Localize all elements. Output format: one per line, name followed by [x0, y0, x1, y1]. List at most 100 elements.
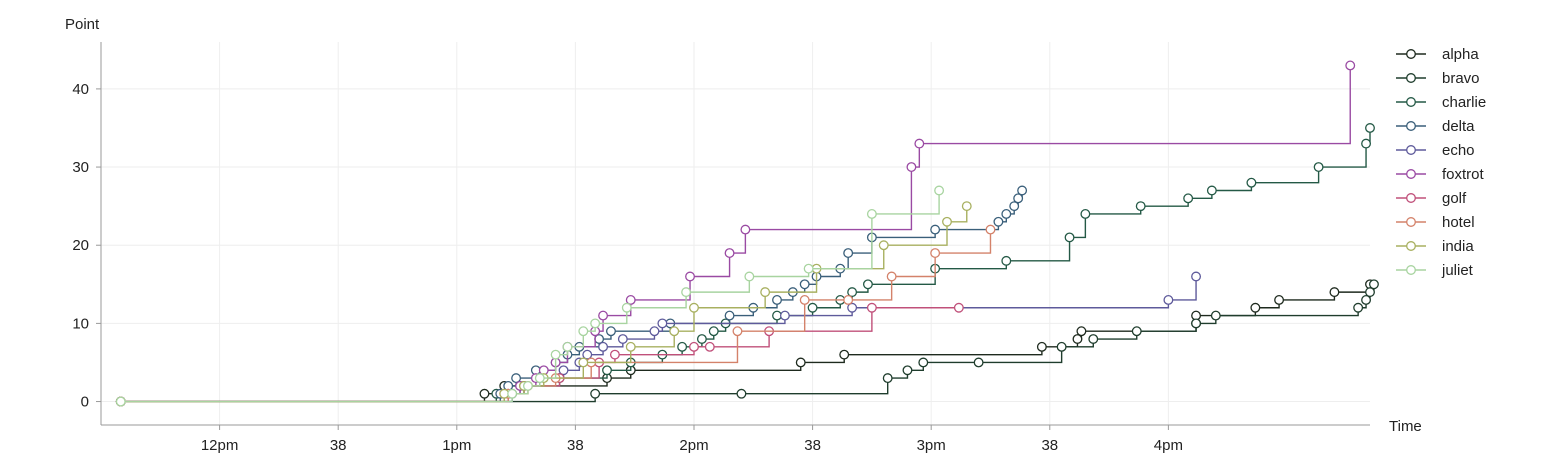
data-point-hotel — [886, 271, 897, 282]
data-point-bravo — [918, 357, 929, 368]
series-bravo — [115, 279, 1379, 407]
data-point-juliet — [621, 302, 632, 313]
data-point-juliet — [534, 373, 545, 384]
x-axis-title: Time — [1389, 418, 1422, 435]
y-tick-label: 10 — [72, 315, 89, 332]
data-point-juliet — [507, 388, 518, 399]
series-line-charlie — [120, 127, 1371, 403]
series-alpha — [115, 279, 1375, 407]
data-point-charlie — [696, 334, 707, 344]
legend-swatch-marker — [1406, 97, 1416, 107]
data-point-delta — [772, 294, 782, 305]
x-tick-label: 4pm — [1154, 437, 1183, 454]
legend-swatch-marker — [1406, 121, 1416, 131]
data-point-india — [878, 240, 889, 251]
data-point-bravo — [1365, 287, 1375, 298]
axes — [96, 42, 1370, 430]
data-point-hotel — [930, 248, 941, 258]
data-point-foxtrot — [906, 162, 917, 173]
series-line-alpha — [120, 284, 1371, 403]
y-tick-label: 20 — [72, 237, 89, 254]
data-point-juliet — [866, 209, 877, 219]
data-point-charlie — [1246, 177, 1257, 188]
data-point-golf — [866, 302, 877, 313]
data-point-delta — [930, 224, 941, 235]
data-point-alpha — [839, 349, 850, 360]
series-juliet — [115, 185, 945, 407]
data-point-delta — [724, 310, 735, 321]
data-point-india — [942, 216, 952, 227]
data-point-echo — [657, 318, 668, 329]
data-point-charlie — [1080, 209, 1091, 219]
series-line-bravo — [120, 284, 1375, 403]
data-point-charlie — [1183, 193, 1194, 204]
legend-swatch-marker — [1406, 241, 1416, 251]
data-point-juliet — [590, 318, 601, 329]
legend-label: bravo — [1442, 70, 1480, 87]
data-point-india — [625, 341, 636, 352]
legend-item-india: india — [1396, 238, 1474, 255]
data-point-golf — [953, 302, 964, 313]
legend-item-echo: echo — [1396, 142, 1475, 159]
legend-label: foxtrot — [1442, 166, 1485, 183]
data-point-bravo — [1056, 341, 1067, 352]
legend-item-golf: golf — [1396, 190, 1467, 207]
data-point-india — [578, 357, 589, 368]
y-tick-label: 30 — [72, 159, 89, 176]
data-point-juliet — [934, 185, 945, 196]
data-point-alpha — [1072, 334, 1083, 344]
data-point-foxtrot — [625, 294, 636, 305]
legend-label: charlie — [1442, 94, 1486, 111]
series-line-echo — [120, 276, 1197, 403]
x-tick-label: 1pm — [442, 437, 471, 454]
legend-label: hotel — [1442, 214, 1475, 231]
data-point-hotel — [985, 224, 996, 235]
data-point-juliet — [562, 341, 573, 352]
data-point-golf — [689, 341, 699, 352]
data-point-india — [961, 201, 972, 212]
data-point-charlie — [1135, 201, 1146, 212]
data-point-hotel — [843, 294, 854, 305]
data-point-delta — [843, 248, 854, 258]
legend-label: juliet — [1441, 262, 1474, 279]
x-tick-label: 38 — [1041, 437, 1058, 454]
x-tick-label: 38 — [804, 437, 821, 454]
data-point-charlie — [1365, 123, 1375, 133]
data-point-juliet — [578, 326, 589, 337]
data-point-echo — [558, 365, 569, 376]
data-point-india — [689, 302, 699, 313]
data-point-charlie — [1001, 255, 1012, 266]
data-point-delta — [1017, 185, 1028, 196]
grid-lines — [101, 42, 1370, 425]
data-point-delta — [993, 216, 1004, 227]
data-point-alpha — [795, 357, 806, 368]
legend-label: india — [1442, 238, 1474, 255]
data-point-charlie — [1313, 162, 1324, 173]
data-point-juliet — [744, 271, 755, 282]
data-point-charlie — [708, 326, 719, 337]
data-point-echo — [598, 341, 609, 352]
x-tick-label: 2pm — [679, 437, 708, 454]
data-point-hotel — [799, 294, 810, 305]
legend-item-foxtrot: foxtrot — [1396, 166, 1485, 183]
legend-item-juliet: juliet — [1396, 262, 1474, 279]
data-point-foxtrot — [1345, 60, 1356, 71]
data-point-alpha — [1076, 326, 1087, 337]
data-point-bravo — [1210, 310, 1221, 321]
data-point-alpha — [479, 388, 490, 399]
data-point-charlie — [1361, 138, 1371, 149]
data-point-foxtrot — [685, 271, 695, 282]
legend-swatch-marker — [1406, 265, 1416, 275]
data-point-echo — [649, 326, 660, 337]
legend-item-hotel: hotel — [1396, 214, 1475, 231]
data-point-alpha — [1036, 341, 1047, 352]
legend-item-charlie: charlie — [1396, 94, 1486, 111]
legend-swatch-marker — [1406, 169, 1416, 179]
data-point-bravo — [902, 365, 913, 376]
legend-label: alpha — [1442, 46, 1479, 63]
data-point-juliet — [803, 263, 814, 274]
x-tick-label: 38 — [567, 437, 584, 454]
data-point-alpha — [1250, 302, 1261, 313]
data-point-echo — [1163, 294, 1174, 305]
